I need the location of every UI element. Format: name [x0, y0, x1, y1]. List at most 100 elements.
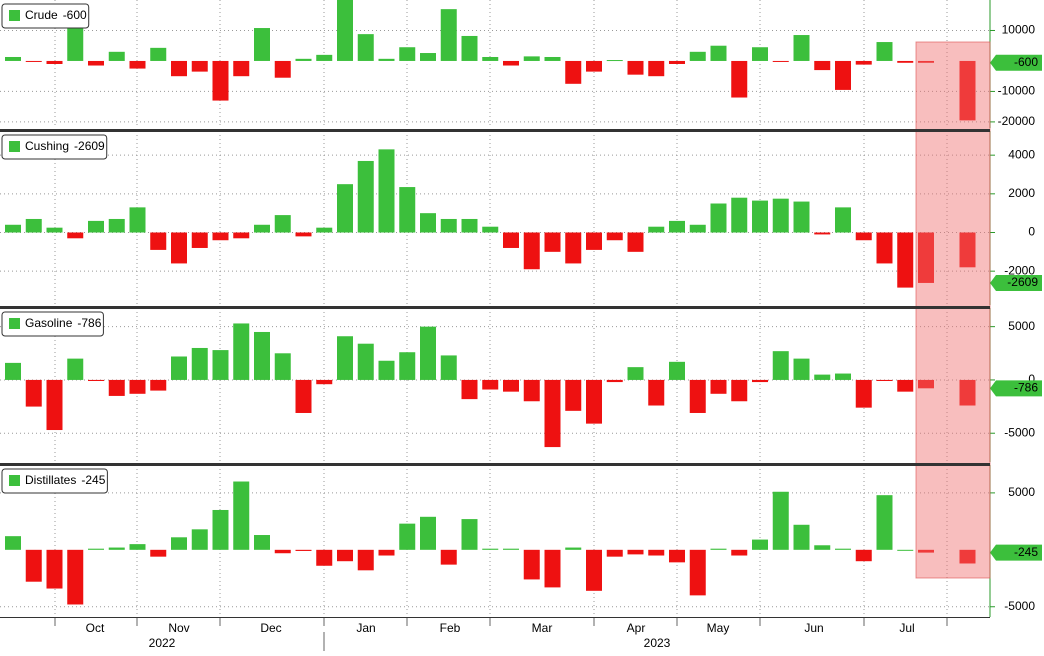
bar — [669, 549, 685, 563]
bar — [171, 356, 187, 380]
legend: Distillates -245 — [1, 468, 108, 494]
bar — [337, 549, 353, 562]
value-tag-label: -600 — [1014, 55, 1038, 69]
y-tick-label: 0 — [1028, 372, 1035, 386]
bar — [254, 535, 270, 550]
bar — [461, 519, 478, 550]
bar — [772, 351, 789, 380]
legend-value: -2609 — [74, 139, 105, 153]
legend-swatch — [9, 318, 20, 329]
bar — [855, 60, 872, 65]
bar — [108, 218, 125, 233]
bar — [274, 549, 291, 554]
bar — [627, 549, 644, 555]
y-tick-label: -2000 — [1004, 263, 1035, 277]
bar — [378, 149, 395, 233]
bar — [25, 218, 42, 233]
bar — [399, 352, 416, 380]
x-tick-label: Oct — [86, 621, 105, 635]
legend-name: Cushing — [25, 139, 69, 153]
bar — [420, 326, 436, 380]
bar — [482, 226, 499, 233]
bar — [88, 548, 104, 550]
bar — [440, 9, 457, 61]
bar — [482, 56, 499, 61]
bar — [814, 545, 831, 550]
y-tick-label: 4000 — [1008, 147, 1035, 161]
bar — [212, 509, 229, 550]
legend-swatch — [9, 475, 20, 486]
bar — [25, 60, 42, 62]
legend-swatch — [9, 10, 20, 21]
x-tick-label: Jul — [899, 621, 914, 635]
bar — [814, 60, 831, 71]
bar — [586, 379, 602, 424]
bar — [772, 60, 789, 62]
bar — [731, 60, 748, 98]
bar — [731, 197, 748, 233]
bar — [606, 549, 623, 557]
bar — [378, 58, 395, 61]
bar — [233, 232, 250, 239]
bar — [855, 549, 872, 562]
y-tick-label: -20000 — [998, 114, 1036, 128]
bar — [503, 232, 519, 248]
legend-name: Crude — [25, 8, 58, 22]
bar — [648, 549, 665, 556]
bar — [399, 187, 416, 233]
bar — [544, 549, 561, 588]
bar — [669, 361, 685, 380]
bar — [461, 35, 478, 61]
bar — [357, 549, 374, 571]
bar — [689, 379, 706, 413]
bar — [710, 379, 727, 394]
panel-separator — [0, 306, 990, 309]
value-tag-label: -245 — [1014, 545, 1038, 559]
legend-swatch — [9, 141, 20, 152]
legend-name: Gasoline — [25, 316, 73, 330]
bar — [793, 201, 810, 233]
bar — [461, 379, 478, 400]
bar — [627, 367, 644, 380]
bar — [274, 353, 291, 380]
bar — [316, 549, 333, 566]
year-label: 2023 — [644, 636, 671, 650]
bar — [814, 374, 831, 380]
bar — [731, 549, 748, 556]
bar — [648, 226, 665, 233]
bar — [316, 227, 333, 233]
bar — [897, 379, 914, 392]
bar — [191, 347, 208, 380]
bar — [25, 379, 42, 407]
bar — [420, 53, 436, 61]
bar — [461, 218, 478, 233]
bar — [876, 379, 893, 382]
bar — [835, 60, 851, 90]
bar — [669, 60, 685, 64]
bar — [108, 51, 125, 61]
bar — [46, 549, 63, 589]
bar — [565, 379, 582, 411]
bar — [5, 224, 21, 233]
bar — [46, 379, 63, 431]
x-tick-label: Nov — [168, 621, 189, 635]
y-tick-label: 5000 — [1008, 319, 1035, 333]
bar — [855, 232, 872, 241]
bar — [565, 232, 582, 264]
legend-label: Distillates -245 — [25, 473, 106, 487]
bar — [689, 549, 706, 596]
bar — [918, 379, 934, 389]
bar — [482, 379, 499, 390]
value-tag — [990, 54, 1042, 71]
panel-separator — [0, 617, 990, 618]
bar — [295, 232, 312, 237]
bar — [171, 537, 187, 550]
bar — [959, 549, 976, 564]
bar — [959, 379, 976, 406]
y-tick-label: -5000 — [1004, 425, 1035, 439]
bar — [752, 379, 768, 383]
bar — [772, 198, 789, 233]
bar — [5, 362, 21, 380]
bar — [876, 42, 893, 61]
